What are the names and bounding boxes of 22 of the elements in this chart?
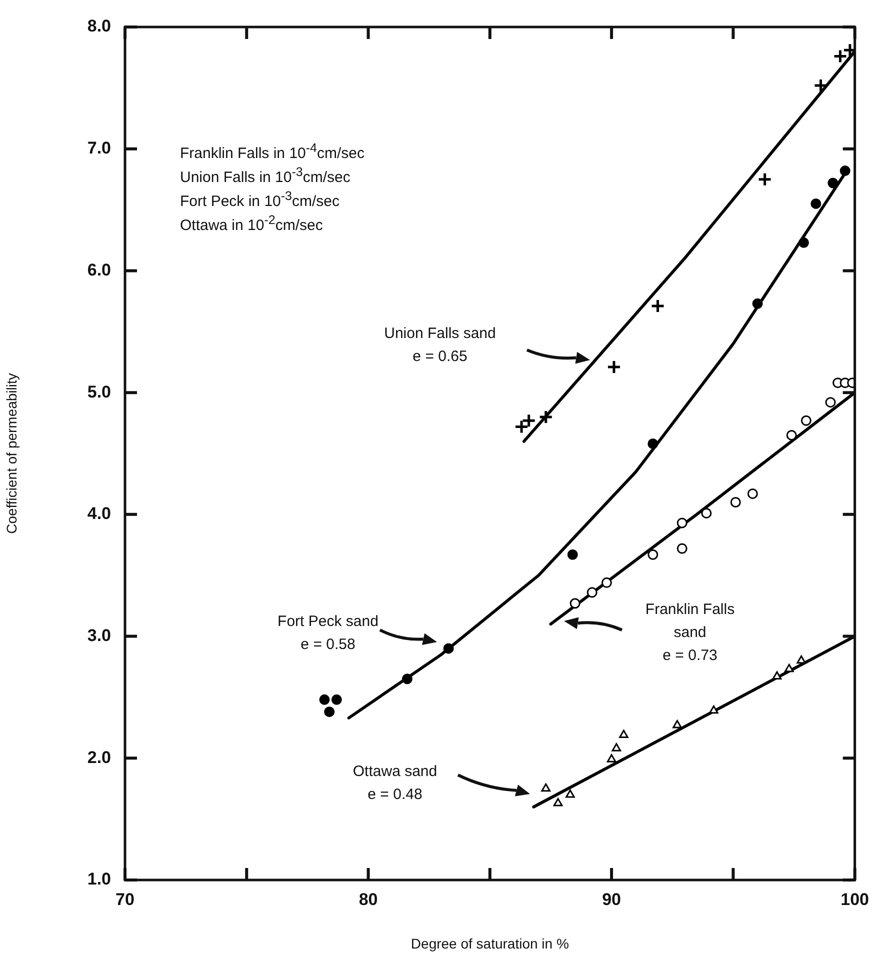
x-tick-label: 80 xyxy=(358,890,378,909)
annotation: Ottawa sand e = 0.48 xyxy=(352,762,438,805)
annotation: Union Falls sand e = 0.65 xyxy=(384,324,496,367)
x-tick-label: 70 xyxy=(116,890,134,909)
annotation: Union Falls in 10$^{-3}$cm/sec xyxy=(180,164,350,188)
y-axis-title: Coefficient of permeability xyxy=(3,373,20,534)
x-tick-label: 90 xyxy=(602,890,622,909)
annotation: Franklin Falls sand e = 0.73 xyxy=(645,600,735,666)
annotation: Fort Peck sand e = 0.58 xyxy=(278,612,378,655)
y-tick-label: 5.0 xyxy=(87,382,111,402)
y-tick-label: 4.0 xyxy=(87,504,111,524)
x-axis-title: Degree of saturation in % xyxy=(410,935,569,952)
y-tick-label: 1.0 xyxy=(87,870,111,889)
annotation: Franklin Falls in 10$^{-4}$cm/sec xyxy=(180,140,365,164)
y-tick-label: 3.0 xyxy=(87,626,111,645)
annotation: Ottawa in 10$^{-2}$cm/sec xyxy=(180,212,323,236)
y-tick-label: 2.0 xyxy=(87,748,111,767)
y-tick-label: 6.0 xyxy=(87,260,111,280)
annotation: Fort Peck in 10$^{-3}$cm/sec xyxy=(180,188,340,212)
x-tick-label: 100 xyxy=(840,890,870,909)
y-tick-label: 8.0 xyxy=(87,16,111,36)
y-tick-label: 7.0 xyxy=(87,138,111,158)
